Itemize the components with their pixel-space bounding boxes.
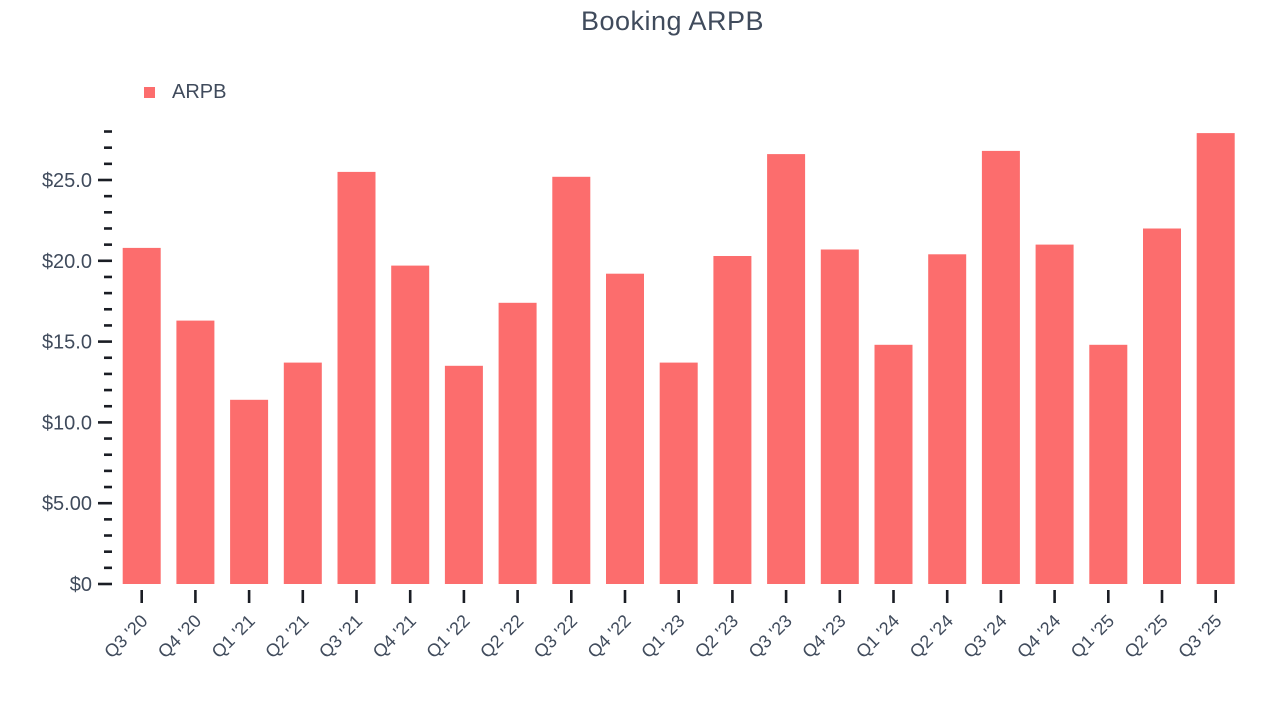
- y-tick-label: $15.0: [42, 332, 92, 354]
- x-axis-label: Q1 '25: [1067, 611, 1118, 662]
- y-tick-label: $10.0: [42, 412, 92, 434]
- bar[interactable]: [1089, 344, 1128, 584]
- chart-title: Booking ARPB: [580, 6, 765, 36]
- bar[interactable]: [122, 247, 161, 584]
- x-axis-label: Q3 '23: [745, 611, 796, 662]
- legend-swatch-icon: [144, 87, 155, 98]
- y-tick-label: $25.0: [42, 170, 92, 192]
- y-tick-label: $5.00: [42, 493, 92, 515]
- bar[interactable]: [337, 171, 376, 584]
- x-axis-label: Q2 '23: [691, 611, 742, 662]
- x-axis-label: Q4 '21: [369, 611, 420, 662]
- bar[interactable]: [659, 362, 698, 584]
- bar[interactable]: [981, 150, 1020, 584]
- bar[interactable]: [1143, 228, 1181, 585]
- bar[interactable]: [498, 302, 537, 584]
- bar[interactable]: [283, 362, 322, 584]
- x-axis-label: Q3 '22: [530, 611, 581, 662]
- bar[interactable]: [176, 320, 215, 584]
- bar[interactable]: [1035, 244, 1074, 584]
- x-axis-label: Q2 '22: [476, 611, 527, 662]
- x-axis-label: Q4 '24: [1013, 611, 1064, 662]
- bar[interactable]: [713, 256, 752, 584]
- y-tick-label: $0: [70, 574, 92, 596]
- bar[interactable]: [444, 365, 483, 584]
- x-axis-label: Q2 '25: [1121, 611, 1172, 662]
- x-axis-label: Q1 '23: [637, 611, 688, 662]
- bar[interactable]: [230, 399, 269, 584]
- bar[interactable]: [1196, 133, 1235, 584]
- bar[interactable]: [874, 344, 913, 584]
- x-axis-label: Q3 '25: [1174, 611, 1225, 662]
- legend-item-arpb[interactable]: ARPB: [144, 81, 226, 104]
- x-axis-label: Q1 '24: [852, 611, 903, 662]
- bar[interactable]: [767, 154, 806, 584]
- x-axis-label: Q4 '23: [798, 611, 849, 662]
- x-axis-label: Q3 '20: [100, 611, 151, 662]
- x-axis-label: Q3 '21: [315, 611, 366, 662]
- bar[interactable]: [606, 273, 644, 584]
- bar[interactable]: [391, 265, 430, 584]
- x-axis-label: Q2 '24: [906, 611, 957, 662]
- x-axis-label: Q3 '24: [959, 611, 1010, 662]
- bar[interactable]: [552, 176, 591, 585]
- x-axis-label: Q4 '22: [584, 611, 635, 662]
- x-axis-label: Q1 '22: [422, 611, 473, 662]
- x-axis-label: Q1 '21: [208, 611, 259, 662]
- x-axis-label: Q2 '21: [261, 611, 312, 662]
- y-tick-label: $20.0: [42, 251, 92, 273]
- bar[interactable]: [928, 254, 967, 585]
- x-axis-label: Q4 '20: [154, 611, 205, 662]
- bar[interactable]: [820, 249, 859, 585]
- legend-label: ARPB: [172, 81, 227, 103]
